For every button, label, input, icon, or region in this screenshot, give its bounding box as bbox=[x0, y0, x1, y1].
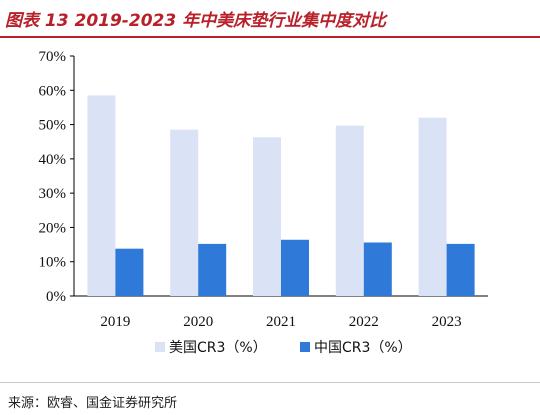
bar-us-2023 bbox=[418, 117, 447, 296]
bar-cn-2023 bbox=[446, 243, 475, 296]
y-tick-label: 40% bbox=[39, 152, 67, 168]
legend-swatch-us bbox=[155, 342, 165, 352]
x-tick-label: 2019 bbox=[100, 314, 130, 330]
legend-label-cn: 中国CR3（%） bbox=[314, 340, 412, 356]
legend-label-us: 美国CR3（%） bbox=[169, 340, 267, 356]
bar-cn-2019 bbox=[115, 248, 144, 296]
y-tick-label: 10% bbox=[39, 255, 67, 271]
y-tick-label: 70% bbox=[39, 49, 67, 65]
bar-cn-2022 bbox=[363, 242, 392, 296]
bar-cn-2021 bbox=[281, 239, 309, 296]
y-tick-label: 60% bbox=[39, 83, 67, 99]
legend-swatch-cn bbox=[300, 342, 310, 352]
bar-us-2022 bbox=[335, 125, 364, 296]
bar-us-2020 bbox=[170, 129, 199, 296]
x-tick-label: 2020 bbox=[183, 314, 213, 330]
bar-us-2019 bbox=[87, 95, 116, 296]
y-tick-label: 30% bbox=[39, 186, 67, 202]
y-tick-label: 0% bbox=[46, 289, 66, 305]
x-tick-label: 2021 bbox=[266, 314, 296, 330]
x-tick-label: 2022 bbox=[349, 314, 379, 330]
title-rule bbox=[0, 36, 540, 38]
title-row: 图表 13 2019-2023 年中美床垫行业集中度对比 bbox=[0, 0, 540, 40]
bar-cn-2020 bbox=[198, 243, 227, 296]
bar-chart: 0% 10% 20% 30% 40% 50% 60% 70% 2019 2020 2021 2022 2… bbox=[39, 49, 488, 356]
y-tick-label: 50% bbox=[39, 118, 67, 134]
bar-us-2021 bbox=[253, 137, 281, 296]
source-note: 来源：欧睿、国金证券研究所 bbox=[8, 396, 178, 411]
figure-title: 图表 13 2019-2023 年中美床垫行业集中度对比 bbox=[5, 11, 387, 31]
bottom-rule bbox=[0, 382, 540, 383]
y-tick-label: 20% bbox=[39, 220, 67, 236]
x-tick-label: 2023 bbox=[432, 314, 462, 330]
